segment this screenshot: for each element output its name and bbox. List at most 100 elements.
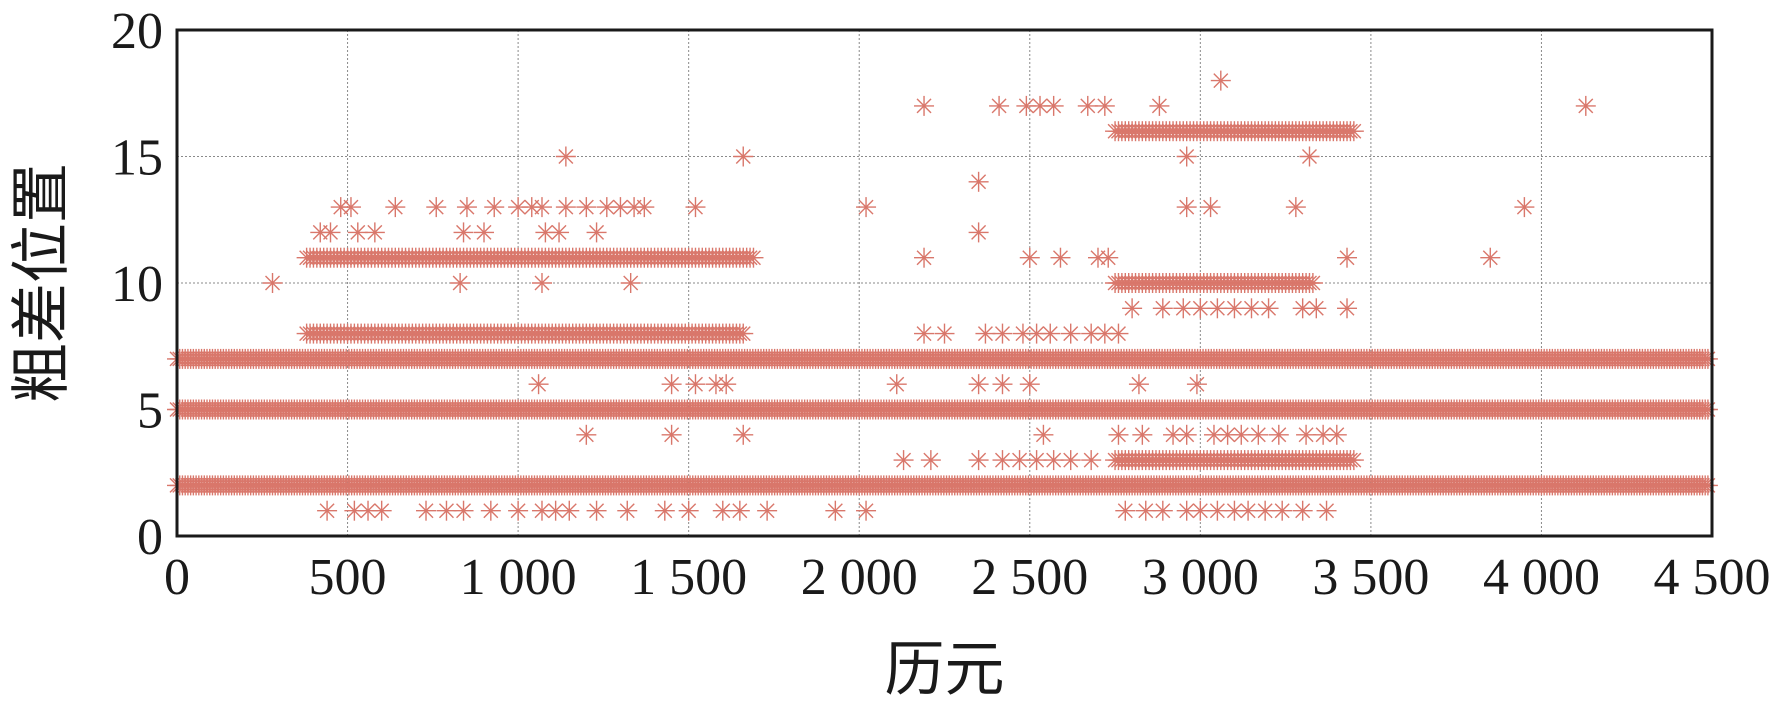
y-tick-label: 15 [111, 130, 163, 187]
data-point [1019, 374, 1040, 395]
data-point [1299, 146, 1320, 167]
data-point [1337, 298, 1358, 319]
data-point [661, 424, 682, 445]
x-tick-labels: 0 500 1 000 1 500 2 000 2 500 3 000 3 500 4 000 4… [164, 549, 1771, 606]
data-point [1077, 95, 1098, 116]
data-point [555, 197, 576, 218]
data-point [1019, 247, 1040, 268]
data-point [1248, 424, 1269, 445]
data-point [1173, 298, 1194, 319]
data-point [1176, 146, 1197, 167]
data-point [620, 273, 641, 293]
data-point [1108, 424, 1129, 445]
data-point [685, 197, 706, 218]
data-point [634, 197, 655, 218]
data-point [1316, 500, 1337, 521]
data-point [426, 197, 447, 218]
y-tick-label: 5 [137, 383, 163, 440]
x-tick-label: 500 [309, 549, 387, 606]
data-point [474, 222, 494, 243]
data-point [1098, 247, 1119, 268]
data-point [340, 197, 361, 218]
x-axis-label: 历元 [885, 635, 1005, 705]
data-point [733, 424, 754, 445]
data-point [968, 171, 989, 192]
data-point [1258, 298, 1279, 319]
data-point [1296, 424, 1317, 445]
data-point [934, 323, 955, 344]
data-point [320, 222, 341, 243]
data-point [1132, 424, 1153, 445]
data-point [733, 323, 754, 344]
data-point [678, 500, 699, 521]
data-point [586, 222, 607, 243]
data-point [1108, 323, 1129, 344]
data-point [1115, 500, 1136, 521]
x-tick-label: 4 500 [1654, 549, 1771, 606]
data-point [975, 323, 996, 344]
x-tick-label: 2 000 [801, 549, 918, 606]
data-point [385, 197, 406, 218]
data-point [968, 222, 989, 243]
data-point [347, 222, 368, 243]
data-point [1200, 197, 1221, 218]
data-point [1480, 247, 1501, 268]
data-point [1135, 500, 1156, 521]
data-point [1040, 323, 1061, 344]
data-point [1337, 247, 1358, 268]
data-point [729, 500, 750, 521]
data-point [1122, 298, 1143, 319]
data-point [617, 500, 638, 521]
data-point [453, 222, 474, 243]
data-point [1094, 95, 1115, 116]
data-point [1306, 298, 1327, 319]
data-point [1343, 121, 1364, 142]
data-point [453, 500, 474, 521]
data-point [1149, 95, 1170, 116]
data-point [1033, 424, 1054, 445]
data-point [920, 450, 941, 471]
data-point [992, 323, 1013, 344]
data-point [712, 500, 733, 521]
data-point [555, 146, 576, 167]
data-point [743, 247, 764, 268]
data-point [450, 273, 471, 293]
data-point [1231, 424, 1252, 445]
data-point [1326, 424, 1347, 445]
data-point [1176, 197, 1197, 218]
data-point [528, 374, 549, 395]
data-point [992, 450, 1013, 471]
data-point [1210, 70, 1231, 91]
data-point [914, 247, 935, 268]
data-point [586, 500, 607, 521]
x-tick-label: 4 000 [1483, 549, 1600, 606]
data-point [886, 374, 907, 395]
data-point [576, 197, 597, 218]
data-point [1060, 323, 1081, 344]
data-point [733, 146, 754, 167]
data-point [1697, 399, 1718, 420]
data-point [1255, 500, 1276, 521]
data-point [1272, 500, 1293, 521]
data-point [989, 95, 1010, 116]
data-point [1186, 374, 1207, 395]
data-point [1190, 298, 1211, 319]
data-point [968, 450, 989, 471]
data-point [1190, 500, 1211, 521]
data-point [1207, 298, 1228, 319]
data-point [549, 222, 570, 243]
data-point [914, 323, 935, 344]
data-point [1207, 500, 1228, 521]
data-point [1176, 424, 1197, 445]
data-point [371, 500, 392, 521]
data-point [992, 374, 1013, 395]
data-point [1285, 197, 1306, 218]
data-point [1050, 247, 1071, 268]
data-point [914, 95, 935, 116]
data-point [654, 500, 675, 521]
data-marks [167, 70, 1718, 521]
data-point [893, 450, 914, 471]
data-point [317, 500, 338, 521]
data-point [856, 500, 877, 521]
